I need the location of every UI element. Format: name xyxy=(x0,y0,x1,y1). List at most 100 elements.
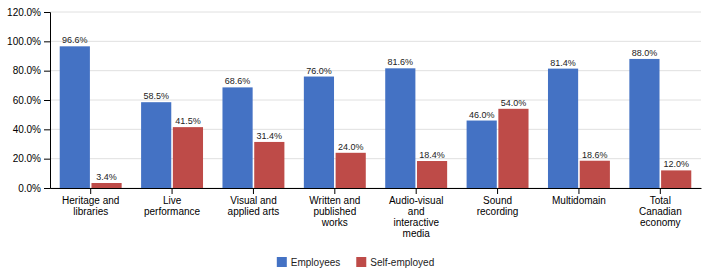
grid-line xyxy=(50,12,701,13)
data-label: 12.0% xyxy=(663,159,689,169)
x-tick-label-line: media xyxy=(403,228,431,239)
x-tick-label: Liveperformance xyxy=(144,195,201,217)
x-tick: Written andpublishedworks xyxy=(309,188,360,228)
x-tick-label: Heritage andlibraries xyxy=(62,195,119,217)
y-tick-mark xyxy=(44,188,50,189)
bar xyxy=(222,87,252,188)
x-axis-line xyxy=(51,188,702,189)
x-tick-label-line: applied arts xyxy=(228,206,280,217)
y-tick-label: 40.0% xyxy=(13,124,41,135)
data-label: 31.4% xyxy=(257,131,283,141)
x-tick-label-line: Live xyxy=(163,195,182,206)
y-tick: 120.0% xyxy=(7,7,50,18)
x-tick-label: Visual andapplied arts xyxy=(228,195,280,217)
data-label: 68.6% xyxy=(225,76,251,86)
x-tick-label-line: Audio-visual xyxy=(389,195,443,206)
bar xyxy=(629,59,659,188)
y-tick: 0.0% xyxy=(18,183,50,194)
x-tick-mark xyxy=(497,188,498,194)
x-tick-label: Audio-visualandinteractivemedia xyxy=(389,195,443,239)
x-tick-label: TotalCanadianeconomy xyxy=(639,195,682,228)
y-tick: 20.0% xyxy=(13,153,50,164)
data-label: 18.4% xyxy=(419,150,445,160)
x-tick: Soundrecording xyxy=(477,188,519,217)
y-tick-mark xyxy=(44,12,50,13)
x-tick: Multidomain xyxy=(552,188,606,206)
data-label: 46.0% xyxy=(469,110,495,120)
data-label: 88.0% xyxy=(632,48,658,58)
grid xyxy=(50,12,701,188)
x-tick-label: Soundrecording xyxy=(477,195,519,217)
x-tick-label-line: economy xyxy=(640,217,681,228)
legend-label: Employees xyxy=(291,257,340,268)
data-labels: 96.6% 58.5% 68.6% 76.0% 81.6% 46.0% 81.4% 88.0%… xyxy=(62,35,689,182)
x-tick-mark xyxy=(172,188,173,194)
y-tick-label: 0.0% xyxy=(18,183,41,194)
y-tick-mark xyxy=(44,41,50,42)
x-tick: Heritage andlibraries xyxy=(62,188,119,217)
bar xyxy=(580,161,610,188)
y-tick: 40.0% xyxy=(13,124,50,135)
y-tick-label: 80.0% xyxy=(13,65,41,76)
x-tick-label-line: Visual and xyxy=(230,195,277,206)
x-tick-label-line: Written and xyxy=(309,195,360,206)
bar xyxy=(417,161,447,188)
legend-item: Self-employed xyxy=(356,257,434,268)
y-tick-mark xyxy=(44,159,50,160)
x-tick-label-line: works xyxy=(321,217,348,228)
y-tick: 100.0% xyxy=(7,36,50,47)
data-label: 3.4% xyxy=(96,172,117,182)
x-tick-label-line: Total xyxy=(650,195,671,206)
bar xyxy=(548,69,578,188)
bar xyxy=(254,142,284,188)
x-axis: Heritage andlibraries Liveperformance Visu… xyxy=(51,188,702,239)
y-axis: 0.0% 20.0% 40.0% 60.0% 80.0% 100.0% 120.0% xyxy=(7,7,50,194)
data-label: 41.5% xyxy=(175,116,201,126)
x-tick-label-line: interactive xyxy=(393,217,439,228)
y-tick-label: 120.0% xyxy=(7,7,41,18)
x-tick-mark xyxy=(578,188,579,194)
x-tick: Audio-visualandinteractivemedia xyxy=(389,188,443,239)
chart: 0.0% 20.0% 40.0% 60.0% 80.0% 100.0% 120.0% Heri… xyxy=(0,0,711,274)
data-label: 58.5% xyxy=(143,91,169,101)
bar xyxy=(173,127,203,188)
bar xyxy=(91,183,121,188)
data-label: 18.6% xyxy=(582,150,608,160)
x-tick-label-line: published xyxy=(313,206,356,217)
x-tick-label: Written andpublishedworks xyxy=(309,195,360,228)
data-label: 76.0% xyxy=(306,66,332,76)
bars xyxy=(60,46,692,188)
data-label: 54.0% xyxy=(501,98,527,108)
legend-swatch xyxy=(356,257,366,267)
bar xyxy=(467,121,497,188)
y-tick: 60.0% xyxy=(13,95,50,106)
x-tick-mark xyxy=(253,188,254,194)
bar xyxy=(60,46,90,188)
bar xyxy=(661,170,691,188)
grid-line xyxy=(50,41,701,42)
y-axis-line xyxy=(44,13,51,189)
data-label: 96.6% xyxy=(62,35,88,45)
x-tick-label: Multidomain xyxy=(552,195,606,206)
x-tick-label-line: Canadian xyxy=(639,206,682,217)
bar xyxy=(141,102,171,188)
y-tick-mark xyxy=(44,100,50,101)
plot: 0.0% 20.0% 40.0% 60.0% 80.0% 100.0% 120.0% Heri… xyxy=(7,7,701,239)
x-tick-mark xyxy=(334,188,335,194)
x-tick-mark xyxy=(90,188,91,194)
x-tick-label-line: and xyxy=(408,206,425,217)
legend-label: Self-employed xyxy=(370,257,434,268)
data-label: 81.4% xyxy=(550,58,576,68)
y-tick: 80.0% xyxy=(13,65,50,76)
x-tick-label-line: Heritage and xyxy=(62,195,119,206)
bar xyxy=(498,109,528,188)
x-tick-label-line: performance xyxy=(144,206,201,217)
data-label: 81.6% xyxy=(388,57,414,67)
x-tick-mark xyxy=(416,188,417,194)
x-tick: Liveperformance xyxy=(144,188,201,217)
bar xyxy=(336,153,366,188)
legend-swatch xyxy=(277,257,287,267)
y-tick-label: 60.0% xyxy=(13,95,41,106)
x-tick-label-line: recording xyxy=(477,206,519,217)
legend: Employees Self-employed xyxy=(277,257,434,268)
